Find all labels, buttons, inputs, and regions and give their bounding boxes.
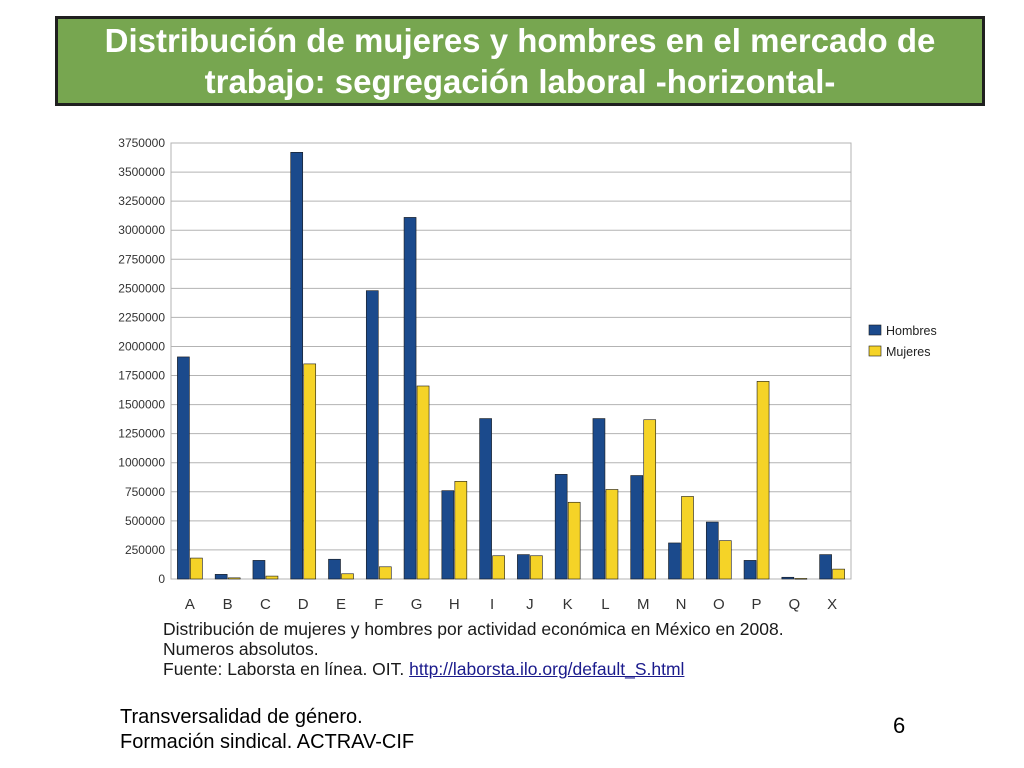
y-tick-label: 1750000 — [118, 369, 165, 383]
x-tick-label: D — [298, 596, 309, 613]
x-tick-label: A — [185, 596, 195, 613]
bar-hombres-e — [328, 558, 341, 580]
y-tick-label: 3000000 — [118, 223, 165, 237]
bar-hombres-m — [630, 475, 644, 580]
bar-mujeres-j — [530, 555, 543, 580]
x-tick-label: J — [526, 596, 534, 613]
bar-hombres-d — [290, 152, 304, 580]
y-tick-label: 3250000 — [118, 194, 165, 208]
y-tick-label: 2000000 — [118, 339, 165, 353]
page-number: 6 — [893, 713, 906, 738]
x-tick-label: X — [827, 596, 837, 613]
y-tick-label: 250000 — [125, 543, 165, 557]
source-prefix: Fuente: Laborsta en línea. OIT. — [163, 659, 410, 679]
bar-mujeres-f — [378, 566, 392, 580]
source-link[interactable]: http://laborsta.ilo.org/default_S.html — [409, 659, 685, 679]
y-tick-label: 1500000 — [118, 398, 165, 412]
bar-hombres-a — [177, 356, 190, 580]
bar-hombres-h — [441, 490, 455, 580]
y-tick-label: 2250000 — [118, 310, 165, 324]
x-tick-label: C — [260, 596, 271, 613]
y-tick-label: 1250000 — [118, 427, 165, 441]
footer-line-2: Formación sindical. ACTRAV-CIF — [120, 731, 415, 753]
bar-mujeres-l — [605, 489, 619, 580]
y-tick-label: 2500000 — [118, 281, 165, 295]
bar-hombres-g — [403, 217, 417, 580]
bar-hombres-k — [554, 474, 568, 580]
bar-mujeres-d — [303, 363, 317, 580]
title-banner: Distribución de mujeres y hombres en el … — [55, 16, 985, 106]
bar-mujeres-c — [265, 575, 279, 580]
bar-hombres-b — [214, 574, 228, 580]
bar-mujeres-q — [794, 578, 808, 580]
bar-mujeres-a — [190, 557, 203, 580]
y-tick-label: 750000 — [125, 485, 165, 499]
legend: Hombres Mujeres — [868, 324, 937, 359]
y-axis-ticks: 3750000 3500000 3250000 3000000 2750000 25000… — [118, 136, 165, 586]
bar-hombres-l — [592, 418, 606, 580]
x-tick-label: P — [752, 596, 762, 613]
x-tick-label: F — [374, 596, 383, 613]
x-tick-label: Q — [788, 596, 800, 613]
legend-swatch-mujeres — [868, 345, 882, 357]
x-tick-label: I — [490, 596, 494, 613]
caption-source: Fuente: Laborsta en línea. OIT. http://l… — [163, 659, 784, 679]
caption-line-1: Distribución de mujeres y hombres por ac… — [163, 619, 784, 639]
x-tick-label: O — [713, 596, 725, 613]
bar-mujeres-b — [227, 577, 241, 580]
y-tick-label: 2750000 — [118, 252, 165, 266]
bar-hombres-o — [705, 521, 719, 580]
bar-mujeres-o — [718, 540, 732, 580]
y-tick-label: 3500000 — [118, 165, 165, 179]
bar-mujeres-h — [454, 481, 468, 580]
plot-area — [170, 142, 852, 580]
gridlines — [171, 142, 851, 580]
bar-hombres-x — [819, 554, 832, 580]
y-tick-label: 1000000 — [118, 456, 165, 470]
x-tick-label: K — [563, 596, 573, 613]
bar-hombres-q — [781, 576, 795, 580]
bar-mujeres-i — [492, 555, 505, 580]
y-tick-label: 0 — [158, 572, 165, 586]
y-tick-label: 500000 — [125, 514, 165, 528]
bar-hombres-n — [668, 542, 681, 580]
bar-mujeres-g — [416, 385, 430, 580]
legend-label: Hombres — [886, 324, 937, 338]
bar-mujeres-x — [832, 568, 845, 580]
x-tick-label: B — [223, 596, 233, 613]
bar-mujeres-p — [756, 381, 770, 580]
y-tick-label: 3750000 — [118, 136, 165, 150]
x-tick-label: H — [449, 596, 460, 613]
bar-hombres-j — [517, 554, 530, 580]
footer-line-1: Transversalidad de género. — [120, 706, 363, 728]
legend-label: Mujeres — [886, 345, 930, 359]
bar-hombres-c — [252, 560, 266, 580]
bar-mujeres-e — [341, 573, 354, 580]
x-tick-label: N — [676, 596, 687, 613]
x-tick-label: E — [336, 596, 346, 613]
bars — [177, 152, 845, 580]
bar-hombres-p — [743, 560, 757, 580]
legend-swatch-hombres — [868, 324, 882, 336]
x-tick-label: L — [601, 596, 609, 613]
page-title: Distribución de mujeres y hombres en el … — [104, 22, 936, 100]
footer: Transversalidad de género. Formación sin… — [120, 705, 414, 755]
caption-line-2: Numeros absolutos. — [163, 639, 319, 659]
chart-caption: Distribución de mujeres y hombres por ac… — [163, 619, 784, 679]
bar-hombres-f — [365, 290, 379, 580]
bar-mujeres-n — [681, 496, 694, 580]
x-tick-label: G — [411, 596, 423, 613]
x-tick-label: M — [637, 596, 650, 613]
bar-mujeres-k — [567, 501, 581, 580]
bar-mujeres-m — [643, 419, 657, 580]
bar-hombres-i — [479, 418, 492, 580]
